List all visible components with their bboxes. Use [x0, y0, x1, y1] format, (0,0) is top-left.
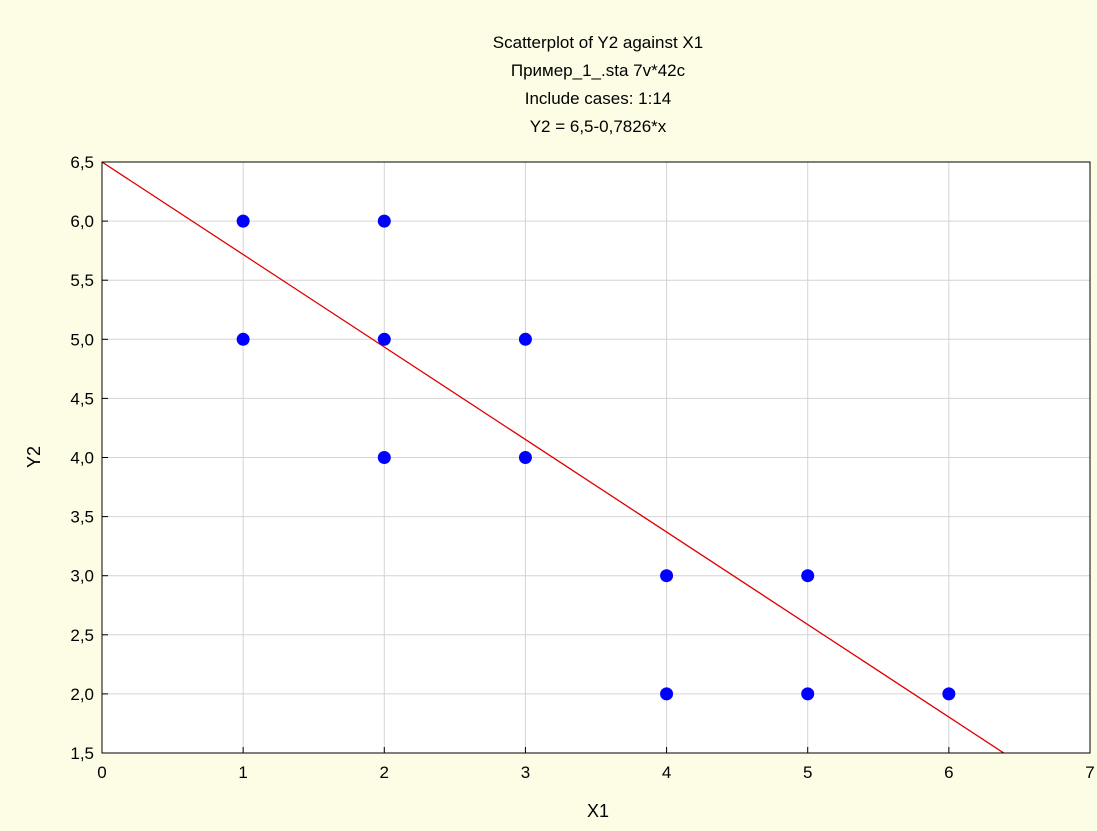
data-point [237, 215, 250, 228]
chart-subtitle-dataset: Пример_1_.sta 7v*42c [511, 61, 686, 80]
data-point [237, 333, 250, 346]
x-tick-label: 1 [238, 763, 247, 782]
y-tick-label: 5,0 [70, 330, 94, 349]
y-tick-label: 3,0 [70, 567, 94, 586]
data-point [660, 687, 673, 700]
data-point [378, 215, 391, 228]
x-tick-label: 5 [803, 763, 812, 782]
y-tick-label: 6,0 [70, 212, 94, 231]
data-point [942, 687, 955, 700]
x-tick-label: 0 [97, 763, 106, 782]
chart-title: Scatterplot of Y2 against X1 [493, 33, 703, 52]
y-tick-label: 1,5 [70, 744, 94, 763]
chart-titles: Scatterplot of Y2 against X1 Пример_1_.s… [493, 33, 703, 136]
x-tick-label: 4 [662, 763, 671, 782]
data-point [378, 333, 391, 346]
data-point [660, 569, 673, 582]
chart-subtitle-cases: Include cases: 1:14 [525, 89, 671, 108]
x-tick-label: 3 [521, 763, 530, 782]
y-axis-title: Y2 [24, 446, 44, 468]
data-point [519, 333, 532, 346]
y-tick-label: 2,0 [70, 685, 94, 704]
y-tick-label: 6,5 [70, 153, 94, 172]
y-tick-label: 5,5 [70, 271, 94, 290]
y-tick-label: 3,5 [70, 508, 94, 527]
y-tick-label: 4,5 [70, 389, 94, 408]
x-tick-label: 7 [1085, 763, 1094, 782]
x-tick-label: 6 [944, 763, 953, 782]
x-axis-title: X1 [587, 801, 609, 821]
chart-subtitle-equation: Y2 = 6,5-0,7826*x [530, 117, 667, 136]
data-point [519, 451, 532, 464]
data-point [378, 451, 391, 464]
data-point [801, 687, 814, 700]
y-tick-label: 2,5 [70, 626, 94, 645]
data-point [801, 569, 814, 582]
y-tick-label: 4,0 [70, 449, 94, 468]
x-tick-label: 2 [380, 763, 389, 782]
